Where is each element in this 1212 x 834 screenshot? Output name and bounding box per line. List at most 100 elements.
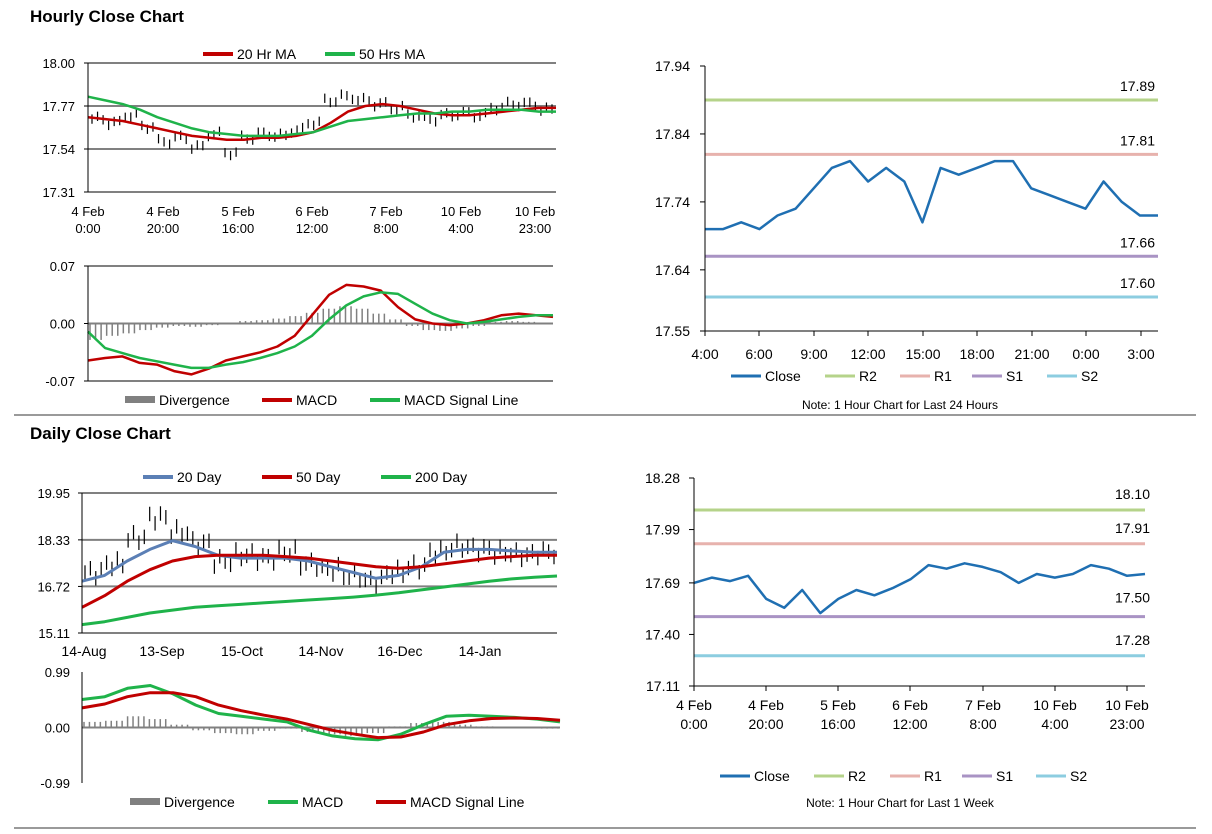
hourly-24h-note: Note: 1 Hour Chart for Last 24 Hours bbox=[802, 398, 998, 412]
hourly-price-x-tick-label: 8:00 bbox=[373, 221, 398, 236]
hourly-24h-y-tick-label: 17.94 bbox=[655, 58, 690, 74]
daily-week-s1-value: 17.50 bbox=[1115, 590, 1150, 606]
daily-week-x-tick-label: 12:00 bbox=[892, 716, 927, 732]
hourly-section-title: Hourly Close Chart bbox=[30, 7, 184, 26]
hourly-price-y-tick-label: 17.31 bbox=[42, 185, 75, 200]
daily-week-x-tick-label: 8:00 bbox=[969, 716, 996, 732]
legend-daily-week-r1-label: R1 bbox=[924, 768, 942, 784]
legend-daily-week-close-label: Close bbox=[754, 768, 790, 784]
section-divider bbox=[14, 414, 1196, 416]
hourly-24h-y-tick-label: 17.64 bbox=[655, 262, 690, 278]
hourly-24h-y-tick-label: 17.84 bbox=[655, 126, 690, 142]
daily-week-y-tick-label: 17.69 bbox=[645, 575, 680, 591]
hourly-24h-s2-value: 17.60 bbox=[1120, 275, 1155, 291]
hourly-24h-x-tick-label: 12:00 bbox=[850, 346, 885, 362]
legend-hourly-24h-r2-label: R2 bbox=[859, 368, 877, 384]
daily-week-r2-value: 18.10 bbox=[1115, 486, 1150, 502]
legend-daily-macd-signal-label: MACD Signal Line bbox=[410, 794, 525, 810]
daily-price-x-tick-label: 14-Nov bbox=[298, 643, 343, 659]
legend-hourly-24h-s1-label: S1 bbox=[1006, 368, 1023, 384]
daily-week-x-tick-label: 10 Feb bbox=[1105, 697, 1149, 713]
daily-week-x-tick-label: 5 Feb bbox=[820, 697, 856, 713]
legend-20-day-label: 20 Day bbox=[177, 469, 221, 485]
legend-50-day-label: 50 Day bbox=[296, 469, 340, 485]
daily-price-x-tick-label: 13-Sep bbox=[139, 643, 184, 659]
legend-hourly-24h-close-label: Close bbox=[765, 368, 801, 384]
daily-price-x-tick-label: 15-Oct bbox=[221, 643, 263, 659]
legend-200-day-label: 200 Day bbox=[415, 469, 467, 485]
hourly-24h-x-tick-label: 21:00 bbox=[1014, 346, 1049, 362]
daily-price-y-tick-label: 16.72 bbox=[37, 579, 70, 594]
daily-price-x-tick-label: 14-Jan bbox=[459, 643, 502, 659]
daily-200-day-line bbox=[81, 574, 558, 627]
legend-hourly-divergence-label: Divergence bbox=[159, 392, 230, 408]
legend-hourly-24h-r1-label: R1 bbox=[934, 368, 952, 384]
hourly-macd-y-tick-label: 0.00 bbox=[50, 317, 75, 332]
hourly-price-x-tick-label: 0:00 bbox=[75, 221, 100, 236]
daily-price-x-tick-label: 14-Aug bbox=[61, 643, 106, 659]
hourly-price-y-tick-label: 17.77 bbox=[42, 99, 75, 114]
hourly-50hrs-ma-line bbox=[87, 95, 556, 138]
hourly-24h-close-line bbox=[705, 159, 1158, 231]
daily-macd-signal-line bbox=[81, 691, 561, 740]
hourly-macd-y-tick-label: 0.07 bbox=[50, 259, 75, 274]
hourly-price-x-tick-label: 23:00 bbox=[519, 221, 552, 236]
daily-week-y-tick-label: 17.99 bbox=[645, 522, 680, 538]
daily-week-y-tick-label: 17.40 bbox=[645, 626, 680, 642]
daily-week-s2-value: 17.28 bbox=[1115, 632, 1150, 648]
legend-20hr-ma-label: 20 Hr MA bbox=[237, 46, 297, 62]
legend-hourly-macd-signal-label: MACD Signal Line bbox=[404, 392, 519, 408]
hourly-24h-r2-value: 17.89 bbox=[1120, 78, 1155, 94]
hourly-price-x-tick-label: 10 Feb bbox=[515, 204, 555, 219]
hourly-24h-r1-value: 17.81 bbox=[1120, 132, 1155, 148]
legend-hourly-divergence-swatch bbox=[125, 396, 155, 403]
hourly-price-x-tick-label: 10 Feb bbox=[441, 204, 481, 219]
daily-price-x-tick-label: 16-Dec bbox=[377, 643, 422, 659]
hourly-20hr-ma-line bbox=[87, 102, 556, 141]
hourly-price-x-tick-label: 5 Feb bbox=[221, 204, 254, 219]
hourly-24h-x-tick-label: 3:00 bbox=[1127, 346, 1154, 362]
hourly-price-x-tick-label: 4 Feb bbox=[71, 204, 104, 219]
legend-hourly-24h-s2-label: S2 bbox=[1081, 368, 1098, 384]
hourly-price-x-tick-label: 7 Feb bbox=[369, 204, 402, 219]
daily-section-title: Daily Close Chart bbox=[30, 424, 171, 443]
hourly-macd-y-tick-label: -0.07 bbox=[45, 374, 75, 389]
daily-week-x-tick-label: 20:00 bbox=[748, 716, 783, 732]
daily-week-note: Note: 1 Hour Chart for Last 1 Week bbox=[806, 796, 995, 810]
daily-price-y-tick-label: 19.95 bbox=[37, 486, 70, 501]
daily-50-day-line bbox=[81, 553, 557, 609]
daily-20-day-line bbox=[81, 539, 557, 583]
hourly-24h-x-tick-label: 15:00 bbox=[905, 346, 940, 362]
daily-macd-line bbox=[81, 684, 561, 742]
daily-week-x-tick-label: 16:00 bbox=[820, 716, 855, 732]
hourly-24h-x-tick-label: 9:00 bbox=[800, 346, 827, 362]
hourly-24h-x-tick-label: 6:00 bbox=[745, 346, 772, 362]
daily-week-x-tick-label: 4:00 bbox=[1041, 716, 1068, 732]
hourly-price-x-tick-label: 4 Feb bbox=[146, 204, 179, 219]
daily-week-x-tick-label: 4 Feb bbox=[676, 697, 712, 713]
hourly-price-x-tick-label: 4:00 bbox=[448, 221, 473, 236]
daily-week-y-tick-label: 17.11 bbox=[646, 678, 680, 694]
daily-week-x-tick-label: 7 Feb bbox=[965, 697, 1001, 713]
daily-price-y-tick-label: 15.11 bbox=[38, 626, 70, 641]
legend-daily-week-r2-label: R2 bbox=[848, 768, 866, 784]
hourly-price-y-tick-label: 17.54 bbox=[42, 142, 75, 157]
daily-week-x-tick-label: 10 Feb bbox=[1033, 697, 1077, 713]
daily-price-y-tick-label: 18.33 bbox=[37, 533, 70, 548]
hourly-24h-x-tick-label: 18:00 bbox=[959, 346, 994, 362]
daily-week-y-tick-label: 18.28 bbox=[645, 470, 680, 486]
legend-daily-divergence-swatch bbox=[130, 798, 160, 805]
daily-week-x-tick-label: 0:00 bbox=[680, 716, 707, 732]
daily-macd-y-tick-label: 0.00 bbox=[45, 721, 70, 736]
legend-hourly-macd-label: MACD bbox=[296, 392, 337, 408]
legend-daily-macd-label: MACD bbox=[302, 794, 343, 810]
daily-macd-y-tick-label: -0.99 bbox=[40, 776, 70, 791]
daily-week-x-tick-label: 23:00 bbox=[1109, 716, 1144, 732]
hourly-price-x-tick-label: 6 Feb bbox=[295, 204, 328, 219]
hourly-macd-signal-line bbox=[87, 291, 553, 370]
daily-week-x-tick-label: 4 Feb bbox=[748, 697, 784, 713]
bottom-divider bbox=[14, 827, 1196, 829]
legend-50hrs-ma-label: 50 Hrs MA bbox=[359, 46, 426, 62]
daily-week-x-tick-label: 6 Feb bbox=[892, 697, 928, 713]
